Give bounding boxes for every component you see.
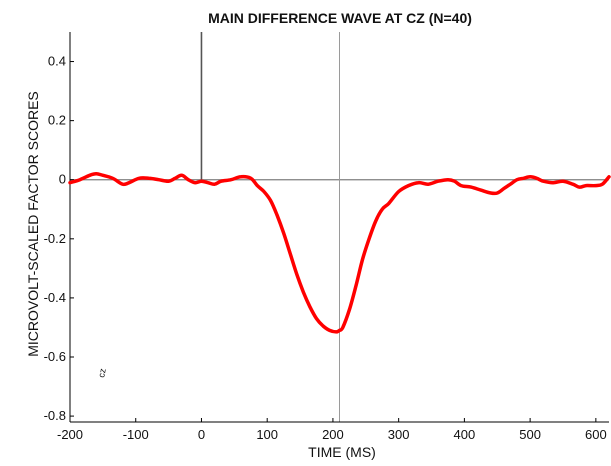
x-tick-label: 500 [519,427,541,442]
x-axis-label: TIME (MS) [308,444,376,460]
x-tick-label: 300 [388,427,410,442]
y-tick-label: -0.8 [44,408,66,423]
cz-annotation: cz [96,367,107,378]
x-tick-label: 200 [322,427,344,442]
x-tick-label: 600 [585,427,607,442]
x-tick-label: 100 [256,427,278,442]
y-tick-label: -0.6 [44,349,66,364]
y-tick-label: -0.2 [44,231,66,246]
difference-wave-line [68,172,611,334]
y-tick-label: 0 [59,172,66,187]
reference-lines [70,32,609,422]
ticks: 0.4 0.2 0 -0.2 -0.4 -0.6 -0.8 -200 -100 0 100 200 30… [44,54,607,442]
chart-title: MAIN DIFFERENCE WAVE AT CZ (N=40) [208,10,472,26]
x-tick-label: 0 [198,427,205,442]
x-tick-label: 400 [454,427,476,442]
x-tick-label: -200 [57,427,83,442]
x-tick-label: -100 [123,427,149,442]
y-axis-label: MICROVOLT-SCALED FACTOR SCORES [25,91,41,357]
y-tick-label: 0.4 [48,54,66,69]
y-tick-label: 0.2 [48,113,66,128]
series-layer [68,172,611,334]
y-tick-label: -0.4 [44,290,66,305]
